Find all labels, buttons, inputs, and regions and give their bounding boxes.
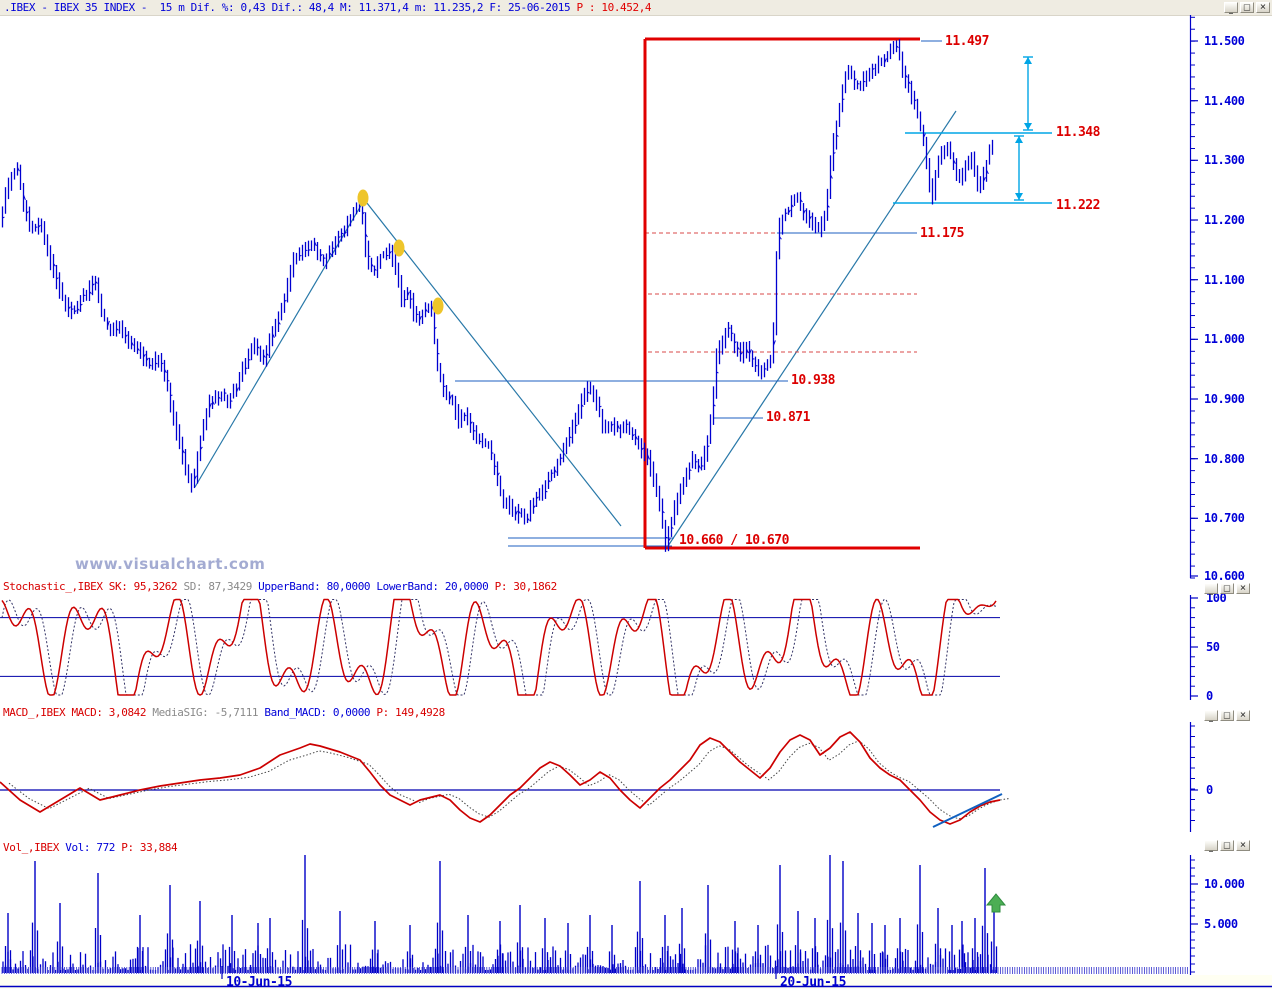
volume-axis-label: 5.000 [1204, 917, 1238, 931]
restore-button[interactable]: □ [1220, 840, 1234, 851]
stochastic-axis-label: 50 [1206, 640, 1220, 654]
watermark: www.visualchart.com [75, 555, 266, 573]
minimize-button[interactable]: _ [1204, 710, 1218, 722]
restore-button[interactable]: □ [1220, 710, 1234, 721]
minimize-button[interactable]: _ [1224, 2, 1238, 14]
stochastic-chart-area[interactable] [0, 595, 1190, 700]
minimize-icon: _ [1229, 5, 1233, 14]
title-bar: .IBEX - IBEX 35 INDEX - 15 m Dif. %: 0,4… [0, 0, 1272, 16]
minimize-icon: _ [1209, 713, 1213, 722]
price-axis-label: 11.400 [1204, 93, 1245, 108]
time-axis-strip[interactable] [0, 975, 1272, 989]
volume-pane-controls: _ □ ✕ [1204, 840, 1250, 852]
text-segment: MACD_,IBEX [3, 706, 72, 719]
price-axis-label: 11.200 [1204, 213, 1245, 227]
text-segment: P : 10.452,4 [576, 1, 652, 14]
price-level-label: 11.175 [920, 226, 964, 241]
macd-axis-label: 0 [1206, 783, 1213, 797]
price-axis-label: 10.800 [1204, 451, 1245, 466]
price-axis-label: 10.700 [1204, 511, 1245, 526]
stochastic-header: Stochastic_,IBEX SK: 95,3262 SD: 87,3429… [3, 580, 557, 593]
stochastic-axis-label: 100 [1206, 591, 1227, 605]
close-icon: ✕ [1259, 2, 1267, 12]
text-segment: SK: 95,3262 [108, 580, 184, 593]
title-text: .IBEX - IBEX 35 INDEX - 15 m Dif. %: 0,4… [4, 1, 652, 14]
close-icon: ✕ [1239, 583, 1247, 593]
close-button[interactable]: ✕ [1236, 840, 1250, 851]
price-axis-label: 11.000 [1204, 332, 1245, 347]
minimize-button[interactable]: _ [1204, 583, 1218, 595]
text-segment: UpperBand: 80,0000 [258, 580, 377, 593]
macd-header: MACD_,IBEX MACD: 3,0842 MediaSIG: -5,711… [3, 706, 445, 719]
text-segment: Band_MACD: 0,0000 [264, 706, 377, 719]
window-controls: _ □ ✕ [1224, 2, 1270, 14]
price-level-label: 11.222 [1056, 198, 1100, 213]
text-segment: MediaSIG: -5,7111 [152, 706, 265, 719]
close-icon: ✕ [1239, 840, 1247, 850]
price-level-label: 10.871 [766, 410, 810, 425]
close-button[interactable]: ✕ [1256, 2, 1270, 13]
text-segment: Vol: 772 [65, 841, 122, 854]
price-level-label: 11.497 [945, 34, 989, 49]
text-segment: MACD: 3,0842 [71, 706, 153, 719]
volume-axis-label: 10.000 [1204, 877, 1245, 891]
text-segment: Stochastic_,IBEX [3, 580, 109, 593]
restore-icon: □ [1223, 583, 1231, 593]
text-segment: LowerBand: 20,0000 [376, 580, 495, 593]
macd-pane-controls: _ □ ✕ [1204, 710, 1250, 722]
stochastic-axis-label: 0 [1206, 689, 1213, 703]
macd-axis[interactable] [1190, 722, 1272, 832]
price-axis[interactable] [1190, 15, 1272, 578]
close-icon: ✕ [1239, 710, 1247, 720]
price-level-label: 10.660 / 10.670 [679, 533, 789, 548]
volume-axis[interactable] [1190, 855, 1272, 975]
price-axis-label: 10.900 [1204, 392, 1245, 406]
price-axis-label: 11.100 [1204, 272, 1245, 287]
text-segment: P: 149,4928 [376, 706, 445, 719]
price-level-label: 11.348 [1056, 125, 1100, 140]
restore-icon: □ [1223, 710, 1231, 720]
minimize-icon: _ [1209, 843, 1213, 852]
volume-chart-area[interactable] [0, 855, 1190, 975]
stochastic-pane-controls: _ □ ✕ [1204, 583, 1250, 595]
main-price-chart-area[interactable] [0, 15, 1190, 578]
minimize-icon: _ [1209, 586, 1213, 595]
volume-header: Vol_,IBEX Vol: 772 P: 33,884 [3, 841, 178, 854]
text-segment: .IBEX - IBEX 35 INDEX - 15 m Dif. %: 0,4… [4, 1, 577, 14]
text-segment: Vol_,IBEX [3, 841, 66, 854]
price-level-label: 10.938 [791, 373, 835, 388]
close-button[interactable]: ✕ [1236, 583, 1250, 594]
restore-icon: □ [1243, 2, 1251, 12]
time-axis-label: 20-Jun-15 [780, 975, 846, 989]
minimize-button[interactable]: _ [1204, 840, 1218, 852]
text-segment: SD: 87,3429 [183, 580, 259, 593]
price-axis-label: 11.300 [1204, 153, 1245, 168]
restore-button[interactable]: □ [1240, 2, 1254, 13]
close-button[interactable]: ✕ [1236, 710, 1250, 721]
text-segment: P: 33,884 [121, 841, 178, 854]
stochastic-axis[interactable] [1190, 595, 1272, 700]
price-axis-label: 10.600 [1204, 569, 1245, 583]
macd-chart-area[interactable] [0, 722, 1190, 832]
restore-icon: □ [1223, 840, 1231, 850]
price-axis-label: 11.500 [1204, 34, 1245, 48]
restore-button[interactable]: □ [1220, 583, 1234, 594]
time-axis-label: 10-Jun-15 [226, 975, 292, 989]
text-segment: P: 30,1862 [494, 580, 558, 593]
